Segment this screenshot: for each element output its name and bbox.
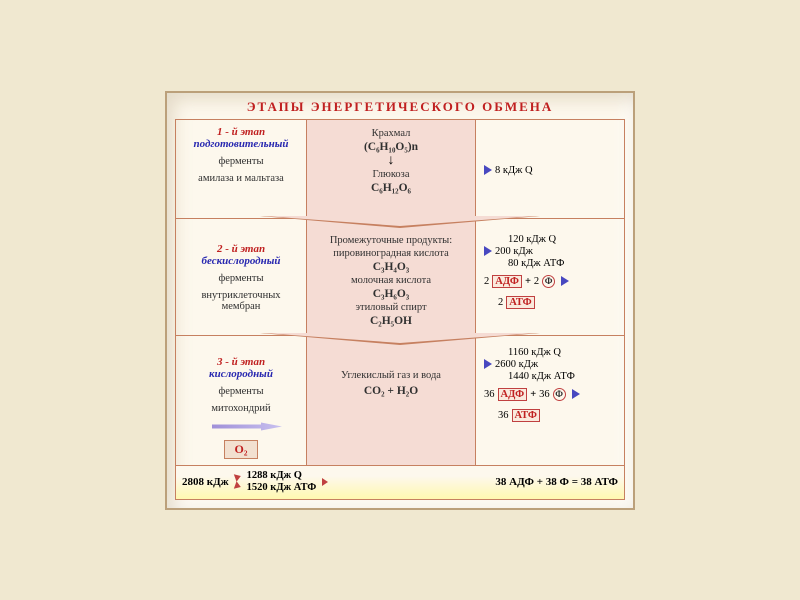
stage-3-nadf: 36	[484, 389, 495, 400]
triangle-icon	[572, 389, 580, 399]
stage-2-q3: 80 кДж АТФ	[508, 258, 564, 269]
stage-1-left: 1 - й этап подготовительный ферменты ами…	[176, 120, 306, 218]
stage-3-enzymes-label: ферменты	[182, 386, 300, 397]
stage-1-substrate: Крахмал	[313, 128, 469, 139]
footer-summary: 2808 кДж 1288 кДж Q 1520 кДж АТФ 38 АДФ …	[175, 466, 625, 500]
stage-1-num: 1 - й этап	[182, 126, 300, 138]
stage-1-mid: Крахмал (C₆H₁₀O₅)n ↓ Глюкоза C₆H₁₂O₆	[306, 120, 476, 218]
plus-icon: +	[525, 276, 531, 287]
stage-3-natf: 36	[498, 410, 509, 421]
stage-2-p1: пировиноградная кислота	[313, 248, 469, 259]
stage-2-name: бескислородный	[182, 255, 300, 267]
stage-1-q: 8 кДж Q	[495, 165, 533, 176]
triangle-icon	[484, 246, 492, 256]
split-arrow-icon	[233, 481, 241, 491]
triangle-icon	[484, 165, 492, 175]
stage-3-enzymes: митохондрий	[182, 403, 300, 414]
stage-2-enzymes-label: ферменты	[182, 273, 300, 284]
stage-2-p2: молочная кислота	[313, 275, 469, 286]
stage-1-formula-top: (C₆H₁₀O₅)n	[313, 141, 469, 153]
stage-3-formula: CO₂ + H₂O	[313, 385, 469, 397]
chevron-fill	[264, 333, 536, 343]
adf-box: АДФ	[492, 275, 522, 288]
stage-2: 2 - й этап бескислородный ферменты внутр…	[175, 219, 625, 336]
stage-1-enzymes-label: ферменты	[182, 156, 300, 167]
stage-2-nf: 2	[534, 276, 539, 287]
footer-split-q: 1288 кДж Q	[247, 470, 317, 482]
footer-split-atp: 1520 кДж АТФ	[247, 482, 317, 494]
stage-3-q2: 2600 кДж	[495, 359, 538, 370]
adf-box: АДФ	[498, 388, 528, 401]
stage-2-nadf: 2	[484, 276, 489, 287]
arrow-down-icon: ↓	[313, 155, 469, 167]
o2-badge: O₂	[224, 440, 259, 459]
stage-2-p3: этиловый спирт	[313, 302, 469, 313]
atf-box: АТФ	[512, 409, 540, 422]
stage-3: 3 - й этап кислородный ферменты митохонд…	[175, 336, 625, 466]
stage-2-f3: C₂H₅OH	[313, 315, 469, 327]
stage-3-mid: Углекислый газ и вода CO₂ + H₂O	[306, 336, 476, 465]
triangle-icon	[484, 359, 492, 369]
phosphate-circle: Ф	[553, 388, 566, 401]
plus-icon: +	[530, 389, 536, 400]
footer-equation: 38 АДФ + 38 Ф = 38 АТФ	[495, 476, 618, 488]
stage-2-mid: Промежуточные продукты: пировиноградная …	[306, 219, 476, 335]
o2-arrow-icon	[212, 422, 282, 432]
stage-3-left: 3 - й этап кислородный ферменты митохонд…	[176, 336, 306, 465]
stage-2-right: 120 кДж Q 200 кДж 80 кДж АТФ 2 АДФ + 2 Ф…	[476, 219, 624, 335]
stage-3-num: 3 - й этап	[182, 356, 300, 368]
stage-1-product: Глюкоза	[313, 169, 469, 180]
stage-2-q2: 200 кДж	[495, 246, 533, 257]
stage-3-right: 1160 кДж Q 2600 кДж 1440 кДж АТФ 36 АДФ …	[476, 336, 624, 465]
stage-3-q1: 1160 кДж Q	[508, 347, 561, 358]
stage-1: 1 - й этап подготовительный ферменты ами…	[175, 119, 625, 219]
stage-2-num: 2 - й этап	[182, 243, 300, 255]
split-arrow-icon	[233, 472, 241, 482]
stage-2-f2: C₃H₆O₃	[313, 288, 469, 300]
phosphate-circle: Ф	[542, 275, 555, 288]
chevron-fill	[264, 216, 536, 226]
stage-3-q3: 1440 кДж АТФ	[508, 371, 575, 382]
arrow-right-icon	[322, 478, 328, 486]
stage-3-name: кислородный	[182, 368, 300, 380]
stage-2-enzymes: внутриклеточных мембран	[182, 290, 300, 312]
triangle-icon	[561, 276, 569, 286]
stage-2-f1: C₃H₄O₃	[313, 261, 469, 273]
stage-3-label: Углекислый газ и вода	[313, 370, 469, 381]
atf-box: АТФ	[506, 296, 534, 309]
stage-2-q1: 120 кДж Q	[508, 234, 556, 245]
poster-frame: ЭТАПЫ ЭНЕРГЕТИЧЕСКОГО ОБМЕНА 1 - й этап …	[165, 91, 635, 510]
stage-1-formula-bot: C₆H₁₂O₆	[313, 182, 469, 194]
stage-2-left: 2 - й этап бескислородный ферменты внутр…	[176, 219, 306, 335]
stage-1-enzymes: амилаза и мальтаза	[182, 173, 300, 184]
stage-2-natf: 2	[498, 297, 503, 308]
stage-1-right: 8 кДж Q	[476, 120, 624, 218]
stage-2-label: Промежуточные продукты:	[313, 235, 469, 246]
stage-3-nf: 36	[539, 389, 550, 400]
stage-1-name: подготовительный	[182, 138, 300, 150]
footer-total: 2808 кДж	[182, 476, 229, 488]
main-title: ЭТАПЫ ЭНЕРГЕТИЧЕСКОГО ОБМЕНА	[175, 99, 625, 115]
